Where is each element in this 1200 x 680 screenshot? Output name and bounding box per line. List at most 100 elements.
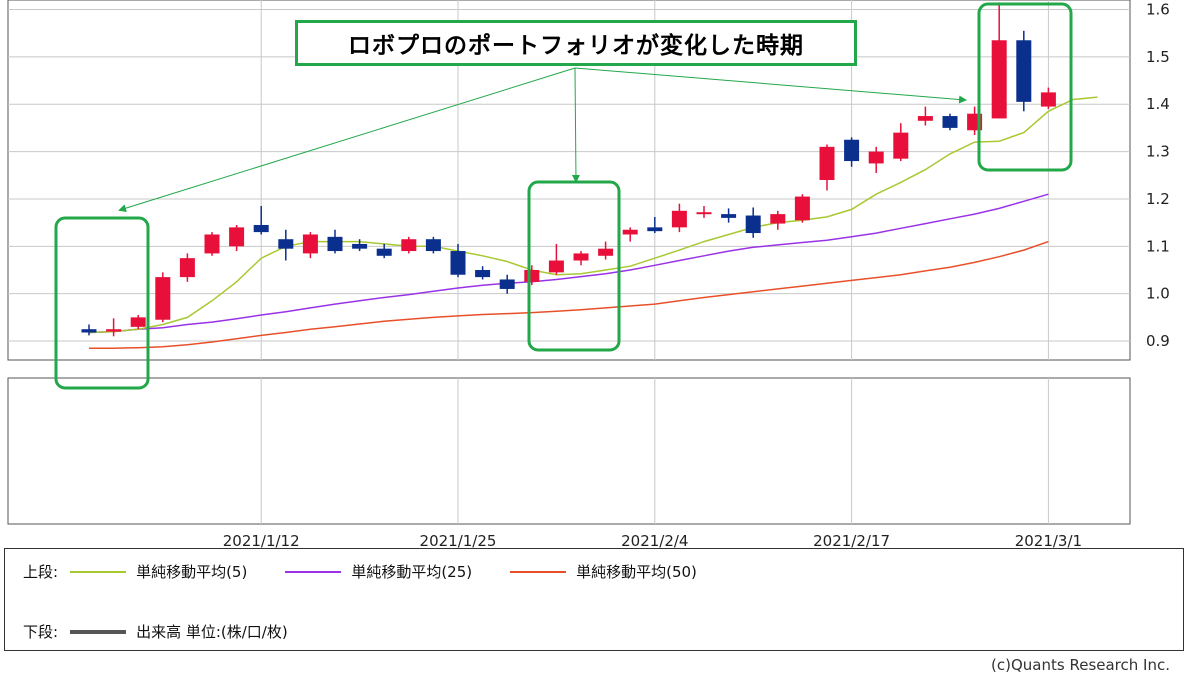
candle-body <box>327 236 343 252</box>
candle <box>598 241 614 260</box>
x-tick-label: 2021/3/1 <box>1015 532 1082 548</box>
candle-body <box>401 239 417 252</box>
legend-item-volume: 出来高 単位:(株/口/枚) <box>58 621 288 642</box>
candle <box>155 272 171 323</box>
candlestick-chart: 0.91.01.11.21.31.41.51.6 2021/1/12 2021/1… <box>7 0 1170 548</box>
candle-body <box>770 214 786 224</box>
legend-ma5-label: 単純移動平均(5) <box>136 563 248 581</box>
candle-body <box>106 329 122 332</box>
candle <box>130 315 146 330</box>
candle <box>917 106 933 126</box>
ma50-path <box>89 240 1049 349</box>
candle-body <box>81 329 97 333</box>
candle <box>229 225 245 252</box>
y-tick-label: 1.3 <box>1146 143 1170 161</box>
candle-body <box>794 196 810 221</box>
candle-body <box>991 40 1007 119</box>
candle <box>844 137 860 167</box>
candle-body <box>942 116 958 128</box>
copyright-text: (c)Quants Research Inc. <box>991 656 1170 674</box>
y-tick-label: 1.5 <box>1146 48 1170 66</box>
y-tick-label: 1.6 <box>1146 0 1170 18</box>
y-tick-label: 1.4 <box>1146 95 1170 113</box>
annotation-callout: ロボプロのポートフォリオが変化した時期 <box>295 20 857 66</box>
candle-body <box>475 270 491 278</box>
volume-swatch <box>70 629 127 634</box>
candle <box>106 318 122 337</box>
legend-upper-row: 上段: 単純移動平均(5) 単純移動平均(25) 単純移動平均(50) <box>23 561 723 582</box>
candle-body <box>376 248 392 256</box>
candle-body <box>647 227 663 232</box>
candle <box>573 251 589 266</box>
legend-lower-label: 下段: <box>23 623 59 641</box>
candle <box>868 146 884 173</box>
legend-ma50-label: 単純移動平均(50) <box>576 563 697 581</box>
y-tick-label: 1.2 <box>1146 190 1170 208</box>
candle <box>1016 30 1032 112</box>
candle <box>1040 87 1056 109</box>
candle <box>548 243 564 275</box>
candle <box>327 229 343 254</box>
legend-lower-row: 下段: 出来高 単位:(株/口/枚) <box>23 621 314 642</box>
x-tick-label: 2021/2/17 <box>813 532 890 548</box>
legend-ma25-label: 単純移動平均(25) <box>351 563 473 581</box>
candles <box>81 2 1056 337</box>
candle <box>942 113 958 131</box>
candle-body <box>130 317 146 327</box>
candle <box>524 265 540 286</box>
legend-box: 上段: 単純移動平均(5) 単純移動平均(25) 単純移動平均(50) 下段: … <box>4 548 1184 651</box>
callout-arrow-3 <box>574 67 967 104</box>
x-tick-label: 2021/1/25 <box>420 532 497 548</box>
legend-volume-label: 出来高 単位:(株/口/枚) <box>136 623 288 641</box>
annotation-label: ロボプロのポートフォリオが変化した時期 <box>348 33 804 59</box>
highlight-box-3 <box>977 2 1073 172</box>
ma5-line <box>88 96 1098 334</box>
candle-body <box>450 251 466 275</box>
ma25-line <box>88 193 1049 334</box>
candle-body <box>917 116 933 121</box>
candle-body <box>721 214 737 218</box>
y-axis-ticks: 0.9 1.0 1.1 1.2 1.3 1.4 1.5 1.6 <box>1146 0 1170 350</box>
grid-lines <box>8 0 1130 524</box>
x-tick-label: 2021/2/4 <box>621 532 688 548</box>
candle-body <box>1040 92 1056 107</box>
legend-item-ma25: 単純移動平均(25) <box>273 561 472 582</box>
candle <box>819 144 835 191</box>
candle <box>253 206 269 235</box>
candle <box>475 266 491 280</box>
candle <box>204 232 220 256</box>
candle <box>278 229 294 261</box>
candle <box>81 324 97 336</box>
candle <box>991 2 1007 119</box>
candle-body <box>844 139 860 162</box>
candle-body <box>425 239 441 252</box>
ma50-swatch <box>510 570 567 573</box>
ma5-path <box>88 96 1098 334</box>
candle-body <box>499 279 515 289</box>
candle <box>302 232 318 259</box>
candle-body <box>745 215 761 234</box>
candle-body <box>229 227 245 247</box>
candle-body <box>1016 40 1032 102</box>
x-axis-ticks: 2021/1/12 2021/1/25 2021/2/4 2021/2/17 2021/… <box>223 532 1082 548</box>
ma25-path <box>88 193 1049 334</box>
candle <box>622 227 638 242</box>
y-tick-label: 1.1 <box>1146 237 1170 255</box>
ma25-swatch <box>285 570 342 573</box>
candle <box>721 208 737 223</box>
legend-item-ma5: 単純移動平均(5) <box>58 561 247 582</box>
ma5-swatch <box>70 570 127 573</box>
callout-arrow-1 <box>118 67 576 213</box>
x-tick-label: 2021/1/12 <box>223 532 300 548</box>
callout-arrow-2 <box>571 67 580 183</box>
highlight-box-1 <box>54 216 150 390</box>
candle <box>745 207 761 238</box>
candle <box>770 210 786 230</box>
candle <box>499 274 515 294</box>
candle-body <box>548 260 564 273</box>
candle-body <box>868 151 884 164</box>
candle-body <box>622 229 638 235</box>
candle <box>671 203 687 233</box>
candle <box>647 216 663 234</box>
candle <box>893 123 909 162</box>
